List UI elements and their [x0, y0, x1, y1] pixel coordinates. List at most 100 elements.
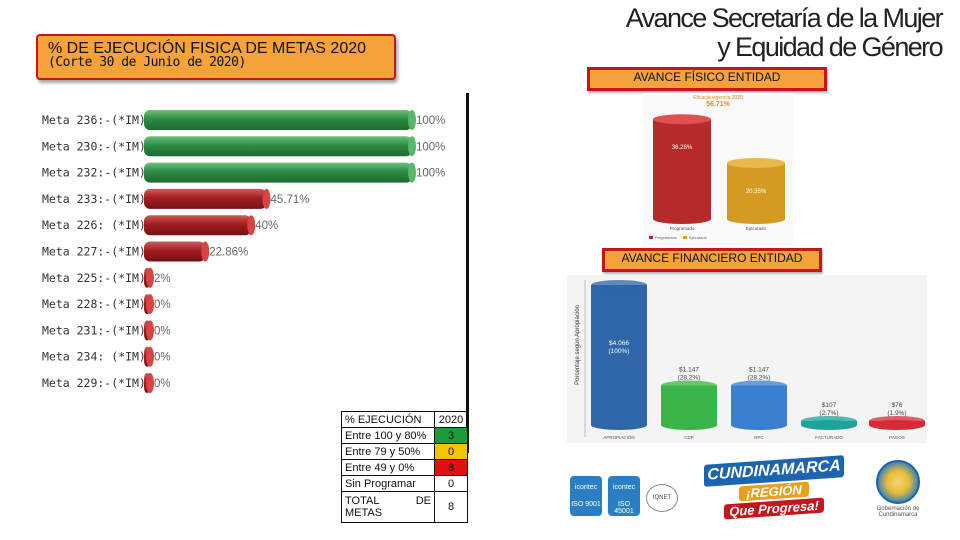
gobernacion-logo: Gobernación de Cundinamarca	[868, 460, 928, 522]
row-value: 8	[434, 459, 468, 476]
cylinder-value-label: (28.2%)	[678, 375, 701, 382]
page-title: Avance Secretaría de la Mujer y Equidad …	[570, 3, 944, 62]
value-label: 45.71%	[271, 194, 310, 206]
table-header-year: 2020	[434, 411, 468, 428]
value-label: 100%	[416, 141, 445, 153]
row-value: 0	[434, 443, 468, 460]
summary-table: % EJECUCIÓN 2020 Entre 100 y 80% 3 Entre…	[341, 411, 468, 523]
total-value: 8	[434, 491, 468, 523]
bar	[144, 215, 252, 236]
metas-bar-chart: Meta 236:-(*IM) 100% Meta 230:-(*IM) 100% Me…	[42, 110, 445, 393]
cylinder-value-label: 20.35%	[746, 189, 767, 195]
financiero-chart: Porcentaje según Apropiación $4.066(100%)…	[567, 275, 927, 443]
banner-subtitle: (Corte 30 de Junio de 2020)	[48, 55, 246, 70]
fisico-title: Eficacia vigencia 2020	[693, 95, 743, 101]
cylinder-body	[653, 119, 711, 219]
row-label: Entre 49 y 0%	[341, 459, 435, 476]
category-label: Meta 229:-(*IM)	[42, 376, 146, 390]
y-axis-label: Porcentaje según Apropiación	[575, 305, 581, 385]
legend-swatch	[649, 236, 653, 239]
iso2-text: ISO 45001	[614, 501, 634, 515]
row-label: Entre 79 y 50%	[341, 443, 435, 460]
cylinder-base	[727, 214, 785, 224]
value-label: 22.86%	[209, 247, 248, 259]
cylinder-top	[591, 280, 647, 290]
section-banner: % DE EJECUCIÓN FISICA DE METAS 2020 (Cor…	[36, 34, 396, 80]
bar-cap	[146, 267, 154, 288]
category-label: Meta 234: (*IM)	[42, 350, 146, 364]
value-label: 100%	[416, 115, 445, 127]
row-value: 3	[434, 427, 468, 444]
category-label: Meta 233:-(*IM)	[42, 192, 146, 206]
table-row: Entre 100 y 80% 3	[341, 427, 468, 444]
icontec-text-2: icontec	[612, 484, 636, 491]
category-label: Meta 226: (*IM)	[42, 218, 146, 232]
table-header-label: % EJECUCIÓN	[341, 411, 435, 428]
cylinder-category-label: Ejecutado	[746, 226, 767, 231]
table-header-row: % EJECUCIÓN 2020	[341, 411, 468, 428]
cylinder-base	[731, 420, 787, 430]
bar-cap	[146, 373, 154, 393]
cylinder-category-label: APROPIACIÓN	[603, 434, 634, 440]
cylinder-category-label: RPC	[754, 435, 764, 440]
category-label: Meta 228:-(*IM)	[42, 297, 146, 311]
icontec-iso9001-logo: icontec ISO 9001	[570, 476, 602, 516]
divider-line	[466, 93, 469, 453]
bar	[144, 136, 412, 157]
page-title-line2: y Equidad de Género	[717, 32, 943, 62]
category-label: Meta 231:-(*IM)	[42, 323, 146, 337]
icontec-text: icontec	[574, 484, 598, 491]
cylinder-category-label: FACTURADO	[815, 435, 843, 440]
bar-cap	[146, 346, 154, 367]
coat-of-arms-icon	[876, 460, 920, 504]
bar-cap	[408, 136, 416, 157]
bar-cap	[247, 215, 256, 236]
table-row: Entre 49 y 0% 8	[341, 459, 468, 476]
cylinder-value-label: $1.147	[749, 367, 769, 374]
cylinder-body	[727, 163, 785, 219]
iqnet-logo: IQNET	[646, 484, 678, 512]
bar	[144, 110, 412, 130]
row-label: Entre 100 y 80%	[341, 427, 435, 444]
value-label: 2%	[154, 273, 171, 285]
table-row: Entre 79 y 50% 0	[341, 443, 468, 460]
fisico-subtitle: 56.71%	[706, 101, 731, 108]
row-label: Sin Programar	[341, 475, 435, 492]
cylinder-base	[661, 420, 717, 430]
category-label: Meta 232:-(*IM)	[42, 166, 146, 180]
category-label: Meta 227:-(*IM)	[42, 245, 146, 259]
iso1-text: ISO 9001	[571, 501, 601, 508]
cylinder-value-label: $76	[892, 402, 903, 409]
bar	[144, 188, 267, 209]
table-total-row: TOTAL DE METAS 8	[341, 491, 468, 523]
cylinder-value-label: (1.9%)	[887, 410, 906, 417]
cylinder-base	[653, 214, 711, 224]
row-value: 0	[434, 475, 468, 492]
cylinder-base	[591, 420, 647, 430]
fisico-label: AVANCE FÍSICO ENTIDAD	[587, 67, 827, 91]
financiero-label: AVANCE FINANCIERO ENTIDAD	[602, 248, 822, 272]
page-title-line1: Avance Secretaría de la Mujer	[625, 3, 944, 33]
category-label: Meta 230:-(*IM)	[42, 139, 146, 153]
bar-cap	[408, 110, 416, 130]
iqnet-text: IQNET	[652, 495, 672, 501]
cylinder-value-label: (28.2%)	[748, 375, 771, 382]
cylinder-category-label: PAGOS	[889, 435, 905, 440]
bar-cap	[146, 294, 154, 315]
cylinder-value-label: (100%)	[609, 348, 630, 355]
cylinder-top	[801, 416, 857, 426]
bar-cap	[262, 188, 271, 209]
table-row: Sin Programar 0	[341, 475, 468, 492]
bar-cap	[408, 162, 416, 183]
total-label: TOTAL DE METAS	[341, 491, 435, 523]
gobernacion-text: Gobernación de Cundinamarca	[876, 506, 920, 518]
icontec-iso45001-logo: icontec ISO 45001	[608, 476, 640, 516]
progresa-text: Que Progresa!	[724, 497, 824, 520]
value-label: 0%	[154, 299, 171, 311]
cylinder-category-label: Programado	[670, 226, 695, 231]
legend-label: Programado	[655, 235, 678, 240]
value-label: 0%	[154, 378, 171, 390]
legend-label: Ejecutado	[689, 235, 708, 240]
cylinder-value-label: $107	[822, 402, 837, 409]
